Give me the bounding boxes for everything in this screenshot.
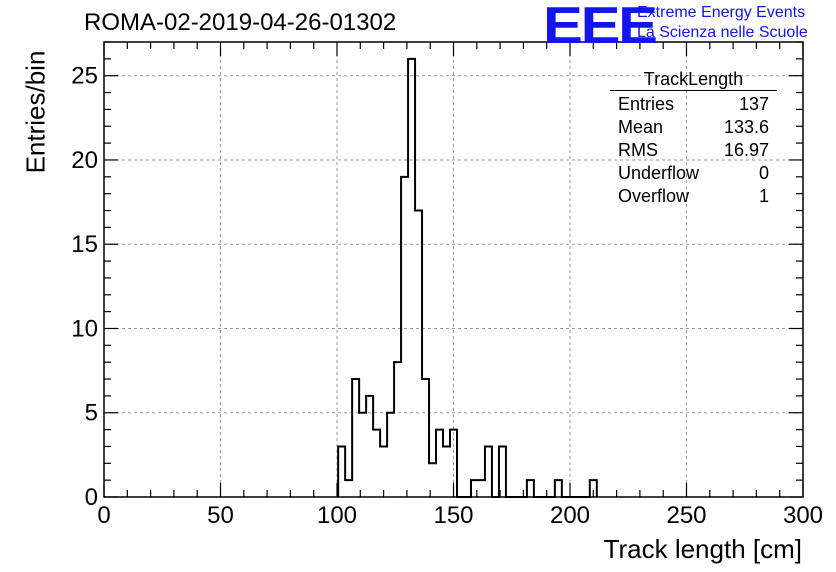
histogram-bin xyxy=(401,177,408,497)
eee-logo: EEE xyxy=(543,0,658,55)
x-axis-label: Track length [cm] xyxy=(603,534,802,564)
x-tick-label: 250 xyxy=(666,502,706,529)
histogram-bin xyxy=(345,480,352,497)
histogram-bin xyxy=(394,362,401,497)
stats-label: Entries xyxy=(618,94,675,114)
x-tick-label: 200 xyxy=(550,502,590,529)
stats-row-overflow: Overflow 1 xyxy=(610,185,777,208)
stats-value: 133.6 xyxy=(723,117,769,137)
x-tick-label: 100 xyxy=(317,502,357,529)
stats-value: 0 xyxy=(758,163,769,183)
axis-ticks xyxy=(103,41,804,498)
histogram-bin xyxy=(338,446,345,497)
stats-title: TrackLength xyxy=(643,69,744,89)
stats-value: 1 xyxy=(758,186,769,206)
stats-label: Overflow xyxy=(618,186,690,206)
histogram-bin xyxy=(443,446,450,497)
y-tick-label: 10 xyxy=(71,315,98,342)
stats-row-mean: Mean 133.6 xyxy=(610,116,777,139)
stats-row-entries: Entries 137 xyxy=(610,93,777,116)
stats-value: 137 xyxy=(738,94,769,114)
stats-row-underflow: Underflow 0 xyxy=(610,162,777,185)
histogram-bin xyxy=(373,430,380,497)
histogram-bin xyxy=(408,59,415,497)
stats-row-rms: RMS 16.97 xyxy=(610,139,777,162)
y-tick-label: 20 xyxy=(71,147,98,174)
histogram-bin xyxy=(422,379,429,497)
y-axis-label: Entries/bin xyxy=(20,50,51,174)
histogram-bin xyxy=(352,379,359,497)
stats-label: Mean xyxy=(618,117,664,137)
histogram-bin xyxy=(387,413,394,497)
x-tick-label: 50 xyxy=(207,502,234,529)
stats-label: RMS xyxy=(618,140,658,160)
histogram-series xyxy=(337,57,598,498)
y-tick-label: 5 xyxy=(85,400,98,427)
histogram-bin xyxy=(485,446,492,497)
x-tick-label: 150 xyxy=(433,502,473,529)
histogram-bin xyxy=(380,446,387,497)
stats-box: TrackLength Entries 137 Mean 133.6 RMS 1… xyxy=(610,68,777,208)
histogram-bin xyxy=(499,446,506,497)
stats-value: 16.97 xyxy=(723,140,769,160)
histogram-bin xyxy=(527,480,534,497)
logo-line-1: Extreme Energy Events xyxy=(637,4,806,21)
y-tick-label: 25 xyxy=(71,63,98,90)
histogram-bin xyxy=(415,211,422,497)
histogram-bin xyxy=(555,480,562,497)
x-tick-label: 300 xyxy=(783,502,823,529)
histogram-bin xyxy=(359,413,366,497)
run-title: ROMA-02-2019-04-26-01302 xyxy=(84,9,397,36)
logo-line-2: La Scienza nelle Scuole xyxy=(637,24,808,41)
y-tick-label: 15 xyxy=(71,231,98,258)
histogram-bin xyxy=(478,480,485,497)
histogram-bin xyxy=(436,430,443,497)
stats-label: Underflow xyxy=(618,163,700,183)
histogram-bin xyxy=(366,396,373,497)
stats-divider xyxy=(610,90,777,91)
y-tick-label: 0 xyxy=(85,484,98,511)
x-tick-label: 0 xyxy=(97,502,110,529)
grid-lines xyxy=(104,42,803,497)
